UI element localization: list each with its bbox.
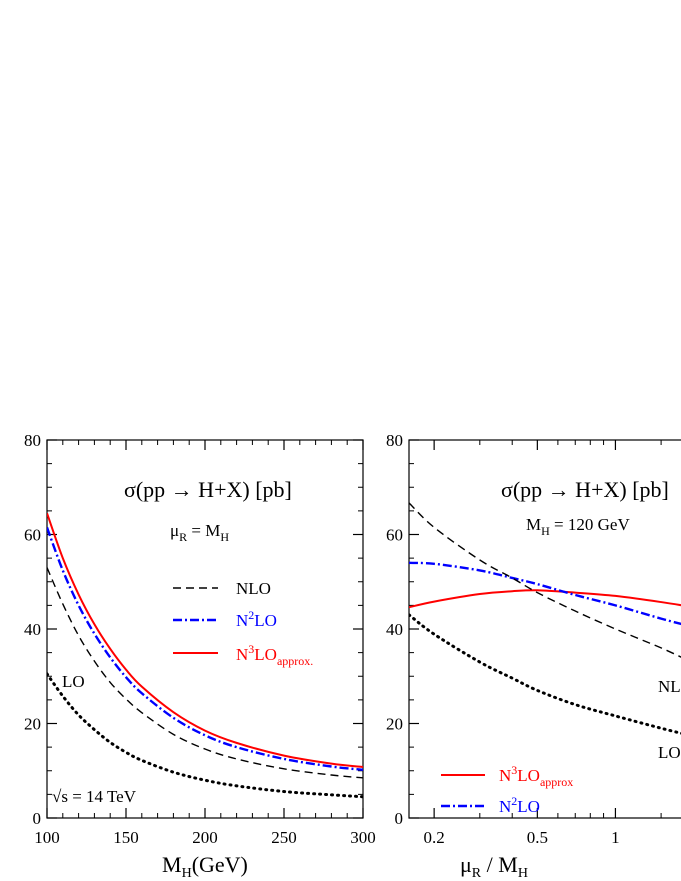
right-y-tick-label: 80 xyxy=(386,431,403,450)
left-x-tick-label: 250 xyxy=(271,828,297,847)
right-series-lo xyxy=(409,613,681,735)
left-legend: NLO N2LO N3LOapprox. xyxy=(173,579,313,668)
left-y-tick-label: 20 xyxy=(24,715,41,734)
right-subtitle: MH = 120 GeV xyxy=(526,515,630,538)
right-y-tick-label: 0 xyxy=(395,809,404,828)
legend-label-n3lo: N3LOapprox. xyxy=(236,642,313,668)
left-subtitle: μR = MH xyxy=(170,521,229,544)
right-x-tick-label: 1 xyxy=(611,828,620,847)
left-x-tick-label: 150 xyxy=(113,828,139,847)
left-series-lo xyxy=(47,672,363,799)
legend-label-n2lo-right: N2LO xyxy=(499,794,540,816)
left-series-n-lo-approx xyxy=(47,512,363,768)
left-y-tick-label: 40 xyxy=(24,620,41,639)
left-x-axis-label: MH(GeV) xyxy=(162,852,248,881)
left-series-n-lo xyxy=(47,526,363,771)
energy-annotation: √s = 14 TeV xyxy=(52,787,137,806)
right-series xyxy=(409,502,681,735)
left-y-tick-label: 60 xyxy=(24,526,41,545)
left-y-tick-label: 80 xyxy=(24,431,41,450)
right-y-tick-label: 20 xyxy=(386,715,403,734)
right-x-axis-label: μR / MH xyxy=(460,852,528,881)
right-series-n-lo xyxy=(409,561,681,626)
left-inline-label-lo: LO xyxy=(62,672,85,691)
left-series-nlo xyxy=(47,567,363,779)
right-inline-label-nlo: NLO xyxy=(658,677,681,696)
right-y-tick-label: 40 xyxy=(386,620,403,639)
right-y-tick-label: 60 xyxy=(386,526,403,545)
legend-label-nlo: NLO xyxy=(236,579,271,598)
left-x-tick-label: 100 xyxy=(34,828,60,847)
left-x-tick-label: 200 xyxy=(192,828,218,847)
left-chart-title: σ(pp → H+X) [pb] xyxy=(124,477,292,502)
left-y-tick-label: 0 xyxy=(33,809,42,828)
left-x-tick-label: 300 xyxy=(350,828,376,847)
right-chart-title: σ(pp → H+X) [pb] xyxy=(501,477,669,502)
right-x-tick-label: 0.5 xyxy=(527,828,548,847)
legend-label-n3lo-approx: N3LOapprox xyxy=(499,763,573,789)
legend-label-n2lo: N2LO xyxy=(236,608,277,630)
left-ticks: 0 20 40 60 80 100 150 200 250 300 xyxy=(24,431,376,847)
right-series-nlo xyxy=(409,502,681,658)
right-series-n-lo-approx xyxy=(409,589,681,609)
right-inline-label-lo: LO xyxy=(658,743,681,762)
right-legend: N3LOapprox N2LO xyxy=(441,763,573,816)
left-series xyxy=(47,512,363,799)
left-panel: 0 20 40 60 80 100 150 200 250 300 σ(pp → H+X) [pb… xyxy=(24,431,376,881)
right-x-tick-label: 0.2 xyxy=(424,828,445,847)
